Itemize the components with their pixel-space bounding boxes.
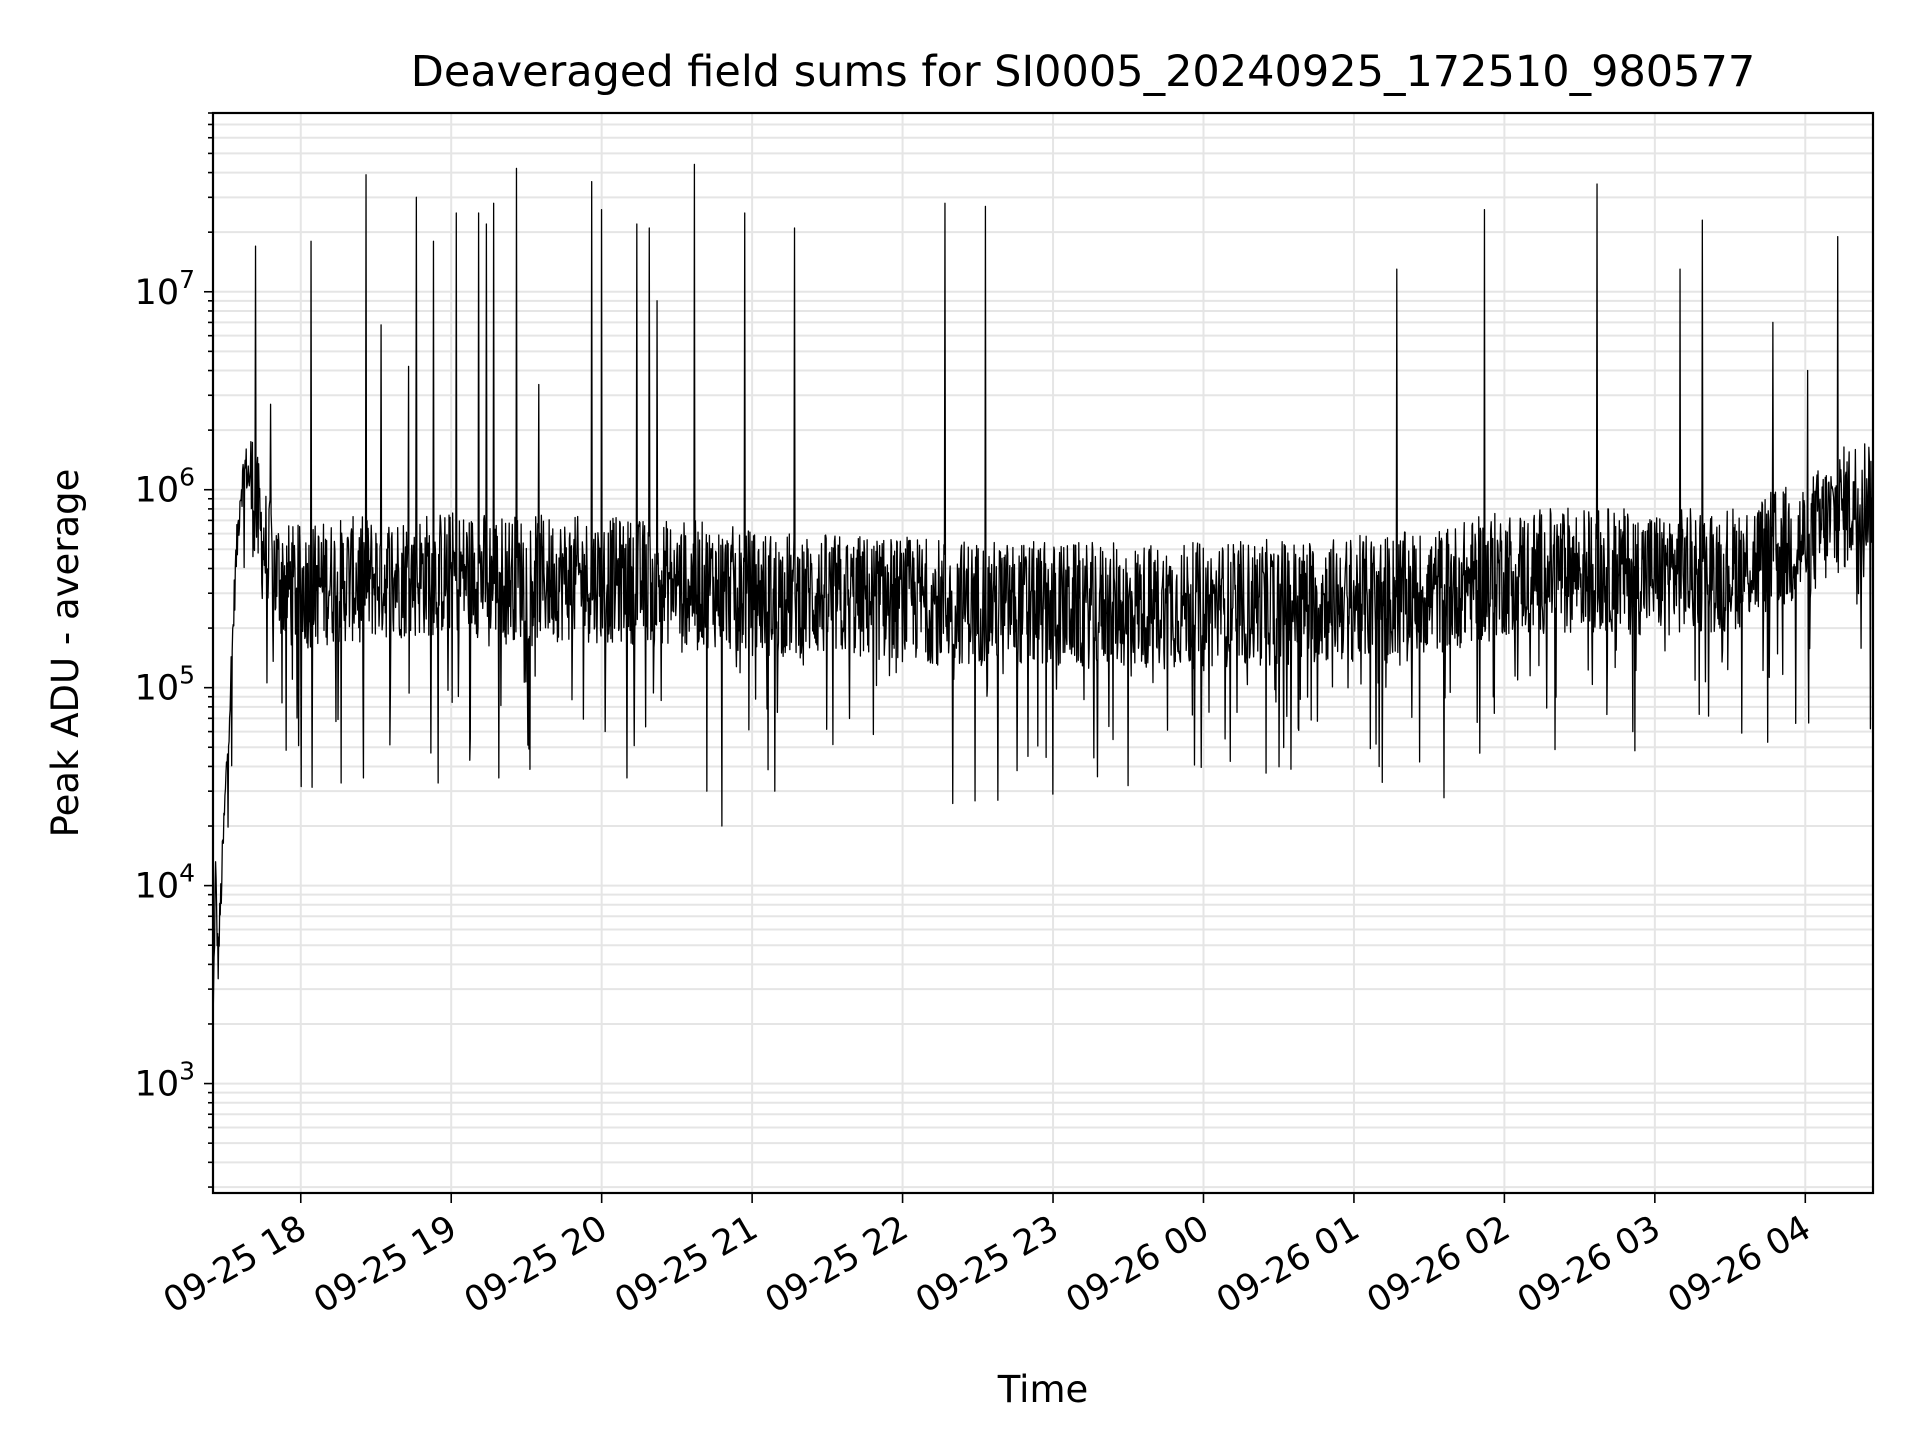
x-tick-label: 09-26 04 xyxy=(1662,1208,1818,1321)
x-tick-label: 09-26 01 xyxy=(1210,1208,1366,1321)
axes-frame xyxy=(211,111,1875,1195)
x-tick-label: 09-25 18 xyxy=(157,1208,313,1321)
x-tick-label: 09-25 22 xyxy=(759,1208,915,1321)
y-axis: 103 104 105 106 107 xyxy=(135,112,213,1188)
x-tick-label: 09-25 19 xyxy=(307,1208,463,1321)
chart-title: Deaveraged field sums for SI0005_2024092… xyxy=(411,47,1756,97)
y-axis-label: Peak ADU - average xyxy=(44,469,87,838)
plot-area xyxy=(213,163,1873,1026)
y-tick-label: 105 xyxy=(135,661,195,709)
y-tick-label: 107 xyxy=(135,265,195,313)
y-tick-label: 103 xyxy=(135,1057,195,1105)
x-tick-label: 09-26 00 xyxy=(1060,1208,1216,1321)
x-tick-label: 09-25 23 xyxy=(909,1208,1065,1321)
y-tick-label: 106 xyxy=(135,463,195,511)
x-axis-label: Time xyxy=(997,1368,1089,1411)
x-tick-label: 09-25 20 xyxy=(458,1208,614,1321)
x-tick-label: 09-25 21 xyxy=(608,1208,764,1321)
x-tick-label: 09-26 03 xyxy=(1511,1208,1667,1321)
x-tick-label: 09-26 02 xyxy=(1361,1208,1517,1321)
series-line xyxy=(213,163,1873,1026)
y-tick-label: 104 xyxy=(135,859,195,907)
